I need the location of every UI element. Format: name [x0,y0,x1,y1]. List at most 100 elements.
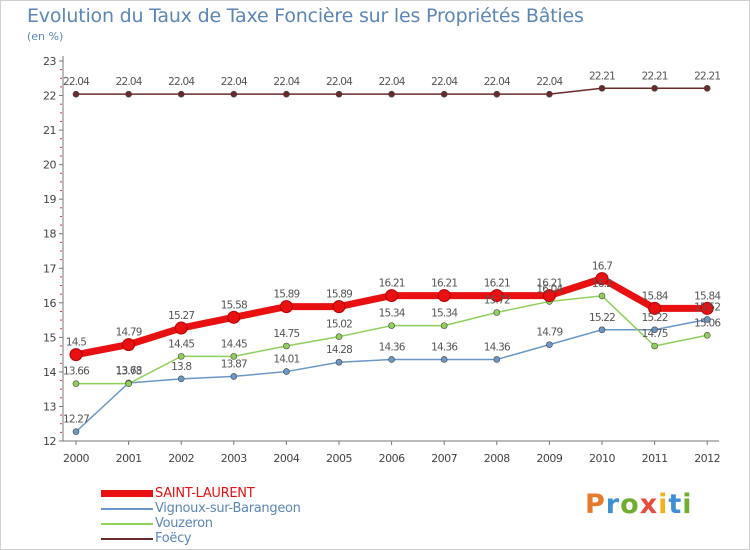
data-label: 13.68 [116,365,142,377]
data-label: 15.84 [694,290,721,302]
y-tick-label: 18 [43,228,56,241]
data-label: 22.21 [694,70,720,82]
data-label: 16.21 [484,278,510,290]
chart-title: Evolution du Taux de Taxe Foncière sur l… [27,5,584,27]
x-tick-label: 2010 [589,452,615,465]
legend-swatch [101,537,153,540]
x-tick-label: 2008 [484,452,510,465]
data-label: 15.22 [589,312,615,324]
series-line [75,318,708,433]
logo-letter: P [585,489,606,520]
data-label: 22.04 [221,76,248,88]
logo-letter: i [682,489,693,520]
data-label: 14.36 [431,341,458,353]
y-tick-label: 20 [43,159,56,172]
data-point [437,289,451,303]
data-point [125,380,132,387]
data-point [546,90,553,98]
data-label: 14.01 [273,354,299,366]
x-tick-label: 2006 [379,452,405,465]
legend-swatch [101,522,153,525]
data-point [283,368,290,375]
y-tick-label: 23 [43,55,56,68]
data-point [440,356,448,363]
data-label: 15.52 [694,301,720,313]
x-tick-label: 2001 [116,452,142,465]
x-tick-label: 2011 [642,452,668,465]
data-point [72,428,80,435]
legend-item: Vouzeron [101,516,301,531]
data-point [230,373,238,380]
data-label: 16.21 [431,278,457,290]
data-label: 15.89 [273,289,299,301]
data-label: 12.27 [63,414,89,426]
data-label: 13.8 [171,361,191,373]
data-label: 14.36 [484,341,511,353]
data-point [230,90,238,98]
data-label: 14.45 [221,338,247,350]
data-point [595,272,609,286]
y-tick-label: 15 [43,331,56,344]
data-point [122,338,136,352]
data-point [125,90,132,98]
data-point [703,316,711,323]
legend-swatch [101,507,153,510]
legend-item: Foëcy [101,531,301,546]
data-label: 22.04 [63,76,90,88]
data-point [335,358,343,366]
x-tick-label: 2003 [221,452,247,465]
x-tick-label: 2005 [326,452,352,465]
data-point [490,289,504,303]
data-point [385,289,399,303]
data-point [332,300,346,314]
legend-label: Foëcy [155,531,192,546]
data-point [177,90,185,98]
data-point [177,375,185,383]
data-point [177,353,185,360]
data-point [703,84,711,92]
data-label: 22.04 [379,76,406,88]
data-point [440,90,448,98]
x-tick-label: 2009 [536,452,562,465]
data-label: 22.21 [589,70,615,82]
data-label: 14.5 [66,337,86,349]
legend-swatch [101,490,153,497]
x-tick-label: 2007 [431,452,457,465]
legend-item: Vignoux-sur-Barangeon [101,501,301,516]
data-point [72,380,80,387]
data-point [493,90,501,98]
data-label: 16.2 [592,278,612,290]
data-label: 22.04 [326,76,353,88]
legend-label: SAINT-LAURENT [155,486,255,501]
x-tick-label: 2004 [273,452,299,465]
data-point [388,322,395,329]
data-point [493,356,501,363]
data-point [283,342,290,350]
data-point [388,90,395,98]
legend-label: Vouzeron [155,516,213,531]
y-tick-label: 17 [43,262,56,275]
data-label: 14.28 [326,344,352,356]
y-tick-label: 19 [43,193,56,206]
data-label: 15.34 [431,308,458,320]
data-label: 15.72 [484,294,510,306]
data-label: 15.06 [694,317,721,329]
logo-letter: r [605,489,621,520]
data-label: 16.21 [379,278,405,290]
data-label: 15.89 [326,289,352,301]
data-label: 16.04 [536,283,563,295]
data-label: 14.79 [536,327,562,339]
x-tick-label: 2002 [168,452,194,465]
data-label: 15.34 [379,308,406,320]
data-point [283,90,290,98]
y-tick-label: 12 [43,435,56,448]
data-point [542,289,556,303]
chart-unit-label: (en %) [27,30,64,43]
data-point [440,322,448,329]
data-label: 22.04 [116,76,143,88]
data-label: 22.21 [642,70,668,82]
data-point [72,90,80,98]
proxiti-logo: Proxiti [585,489,693,520]
x-tick-label: 2012 [694,452,720,465]
